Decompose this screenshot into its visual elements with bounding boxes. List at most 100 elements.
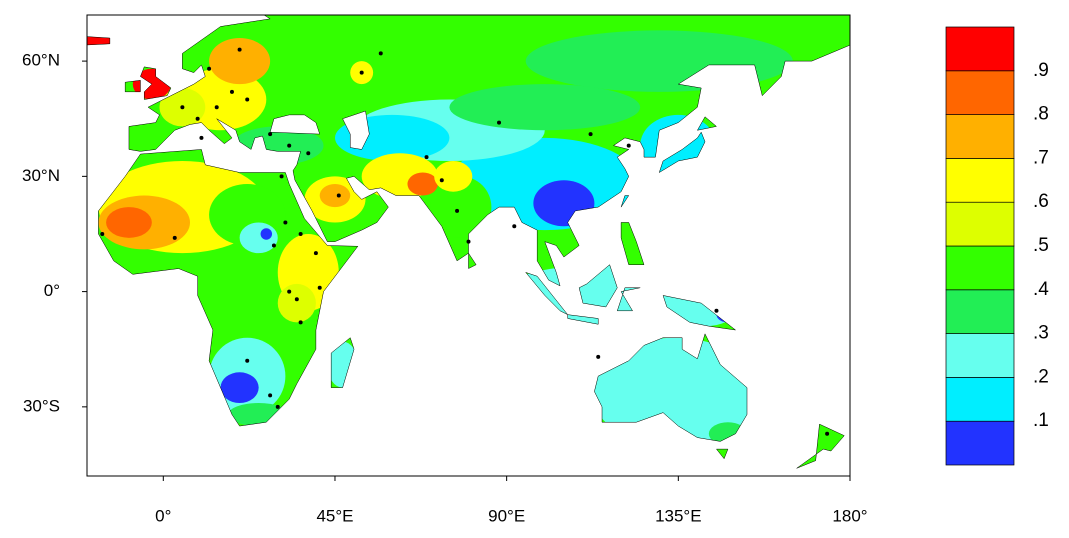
inland-sea (269, 114, 321, 135)
coastline (330, 337, 355, 388)
site-dot (626, 143, 631, 148)
site-dot (207, 66, 212, 71)
site-dot (268, 132, 273, 137)
colorbar-box (945, 377, 1015, 422)
site-dot (336, 193, 341, 198)
inland-sea (342, 110, 370, 150)
colorbar-box (945, 245, 1015, 291)
contour-region (239, 222, 278, 254)
colorbar-box (945, 114, 1015, 159)
x-tick-label: 180° (832, 506, 867, 525)
colorbar-box (945, 201, 1015, 247)
site-dot (237, 47, 242, 52)
site-dot (100, 231, 105, 236)
plot-frame (86, 14, 851, 477)
contour-region (106, 207, 152, 238)
site-dot (271, 243, 276, 248)
site-dot (714, 308, 719, 313)
site-dot (283, 220, 288, 225)
site-dot (439, 178, 444, 183)
site-dot (298, 231, 303, 236)
contour-region (209, 38, 271, 85)
contour-region (590, 337, 759, 446)
coastline (98, 149, 359, 427)
site-dot (294, 297, 299, 302)
map-area (87, 15, 850, 469)
contour-region (449, 84, 641, 131)
x-tick-label: 0° (155, 506, 171, 525)
colorbar-box (945, 333, 1015, 378)
coastline (616, 287, 641, 312)
contour-region (674, 295, 736, 327)
site-dot (825, 431, 830, 436)
contour-region (407, 172, 438, 196)
site-dot (287, 289, 292, 294)
coastline (620, 195, 630, 208)
site-dot (424, 155, 429, 160)
y-tick-label: 30°S (23, 396, 60, 415)
contour-region (277, 283, 316, 323)
contour-region (319, 184, 351, 208)
contour-field (87, 15, 850, 469)
y-tick-label: 0° (44, 281, 60, 300)
colorbar-label: .5 (1033, 235, 1049, 256)
site-dot (229, 89, 234, 94)
coastline (620, 222, 645, 265)
site-dot (180, 105, 185, 110)
coastline (87, 36, 111, 46)
contour-region (327, 341, 358, 388)
contour-region (260, 228, 273, 240)
coastline (524, 271, 568, 315)
colorbar-label: .8 (1033, 104, 1049, 125)
coastline (796, 423, 845, 469)
coastline (594, 333, 748, 442)
y-tick-label: 30°N (22, 166, 60, 185)
coastline (567, 314, 599, 325)
coastline (140, 66, 172, 100)
site-dot (378, 51, 383, 56)
contour-region (640, 114, 717, 177)
site-dot (275, 404, 280, 409)
site-dot (279, 174, 284, 179)
site-dot (596, 354, 601, 359)
colorbar-box (945, 26, 1015, 72)
colorbar-label: .3 (1033, 323, 1049, 344)
site-dot (298, 320, 303, 325)
colorbar-box (945, 158, 1015, 203)
site-dot (512, 224, 517, 229)
site-dot (287, 143, 292, 148)
coastline (128, 15, 850, 287)
colorbar-label: .2 (1033, 366, 1049, 387)
coastline (578, 264, 618, 308)
contour-region (87, 30, 118, 54)
site-dot (359, 70, 364, 75)
coastline (715, 448, 729, 460)
site-dot (588, 132, 593, 137)
site-dot (199, 135, 204, 140)
site-dot (306, 151, 311, 156)
contour-region (220, 372, 259, 404)
site-dot (268, 393, 273, 398)
site-dot (245, 97, 250, 102)
colorbar-label: .1 (1033, 410, 1049, 431)
site-dot (214, 105, 219, 110)
contour-region (533, 180, 595, 227)
site-dot (172, 235, 177, 240)
contour-region (434, 160, 473, 192)
contour-region (525, 30, 793, 92)
site-dot (195, 116, 200, 121)
y-tick-label: 60°N (22, 51, 60, 70)
coastline (696, 116, 718, 131)
x-tick-label: 135°E (655, 506, 702, 525)
colorbar-label: .6 (1033, 191, 1049, 212)
site-dot (466, 239, 471, 244)
colorbar-box (945, 420, 1015, 466)
contour-region (716, 306, 740, 323)
site-dot (313, 251, 318, 256)
coastline (124, 80, 141, 93)
colorbar-box (945, 289, 1015, 334)
contour-region (708, 422, 747, 446)
site-dot (245, 358, 250, 363)
site-dot (317, 285, 322, 290)
